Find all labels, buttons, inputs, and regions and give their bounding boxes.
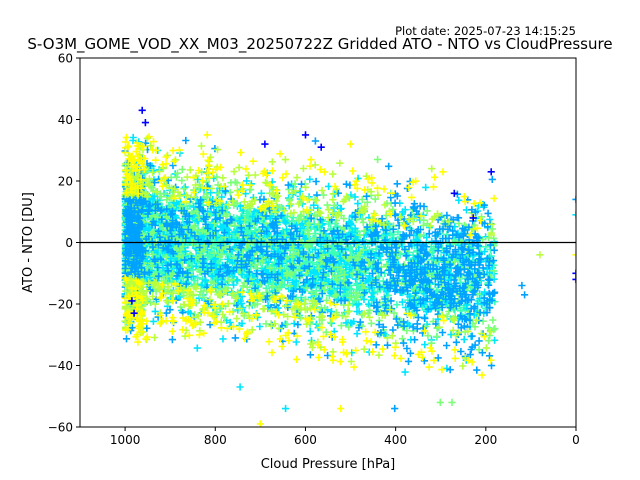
x-tick-label: 800	[204, 433, 227, 447]
y-tick-label: 60	[58, 52, 73, 66]
y-tick-label: −40	[48, 359, 73, 373]
x-tick-label: 600	[294, 433, 317, 447]
scatter-point-series	[121, 131, 576, 427]
x-tick-label: 0	[572, 433, 580, 447]
y-tick-label: −20	[48, 298, 73, 312]
y-tick-label: 0	[65, 236, 73, 250]
x-axis-label: Cloud Pressure [hPa]	[261, 457, 396, 472]
plot-date-label: Plot date: 2025-07-23 14:15:25	[395, 24, 576, 38]
y-tick-label: 40	[58, 113, 73, 127]
y-tick-label: −60	[48, 421, 73, 435]
chart-title: S-O3M_GOME_VOD_XX_M03_20250722Z Gridded …	[27, 35, 612, 54]
y-axis-label: ATO - NTO [DU]	[21, 192, 36, 293]
x-tick-label: 200	[474, 433, 497, 447]
y-tick-label: 20	[58, 175, 73, 189]
x-tick-label: 400	[384, 433, 407, 447]
x-tick-label: 1000	[110, 433, 141, 447]
x-axis: 1000 800 600 400 200 0	[110, 427, 580, 447]
y-axis: −60 −40 −20 0 20 40 60	[48, 52, 80, 435]
scatter-points	[121, 106, 576, 427]
scatter-point-series	[128, 106, 576, 317]
